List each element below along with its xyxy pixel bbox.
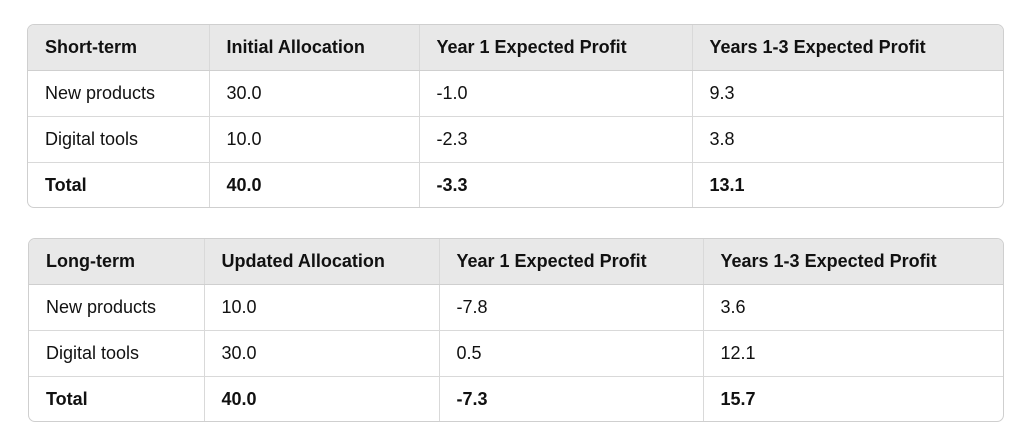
total-row: Total 40.0 -3.3 13.1 <box>28 162 1003 207</box>
table-cell: -1.0 <box>418 70 692 117</box>
table-row: New products 30.0 -1.0 9.3 <box>28 70 1003 117</box>
table-cell: Digital tools <box>29 330 204 377</box>
table-cell: Total <box>29 376 204 421</box>
long-term-table: Long-term Updated Allocation Year 1 Expe… <box>28 238 1004 422</box>
table-cell: Total <box>28 162 209 207</box>
table-row: New products 10.0 -7.8 3.6 <box>29 284 1003 331</box>
column-header: Year 1 Expected Profit <box>438 239 703 285</box>
table-cell: 3.6 <box>702 284 1003 331</box>
table-cell: -7.3 <box>438 376 703 421</box>
column-header: Years 1-3 Expected Profit <box>691 25 1003 71</box>
table-row: Digital tools 10.0 -2.3 3.8 <box>28 116 1003 163</box>
table-cell: 3.8 <box>691 116 1003 163</box>
column-header: Years 1-3 Expected Profit <box>702 239 1003 285</box>
total-row: Total 40.0 -7.3 15.7 <box>29 376 1003 421</box>
short-term-table: Short-term Initial Allocation Year 1 Exp… <box>27 24 1004 208</box>
column-header: Year 1 Expected Profit <box>418 25 692 71</box>
table-cell: 13.1 <box>691 162 1003 207</box>
table-cell: 10.0 <box>208 116 419 163</box>
table-cell: 0.5 <box>438 330 703 377</box>
table-cell: 15.7 <box>702 376 1003 421</box>
table-cell: Digital tools <box>28 116 209 163</box>
table-cell: 40.0 <box>208 162 419 207</box>
table-cell: 12.1 <box>702 330 1003 377</box>
column-header: Short-term <box>28 25 209 71</box>
table-cell: 30.0 <box>203 330 439 377</box>
table-cell: 30.0 <box>208 70 419 117</box>
table-cell: New products <box>29 284 204 331</box>
column-header: Initial Allocation <box>208 25 419 71</box>
table-cell: -2.3 <box>418 116 692 163</box>
table-header-row: Long-term Updated Allocation Year 1 Expe… <box>29 239 1003 285</box>
column-header: Long-term <box>29 239 204 285</box>
table-cell: -7.8 <box>438 284 703 331</box>
column-header: Updated Allocation <box>203 239 439 285</box>
table-cell: 40.0 <box>203 376 439 421</box>
table-cell: -3.3 <box>418 162 692 207</box>
table-cell: 9.3 <box>691 70 1003 117</box>
table-row: Digital tools 30.0 0.5 12.1 <box>29 330 1003 377</box>
table-header-row: Short-term Initial Allocation Year 1 Exp… <box>28 25 1003 71</box>
table-cell: 10.0 <box>203 284 439 331</box>
table-cell: New products <box>28 70 209 117</box>
